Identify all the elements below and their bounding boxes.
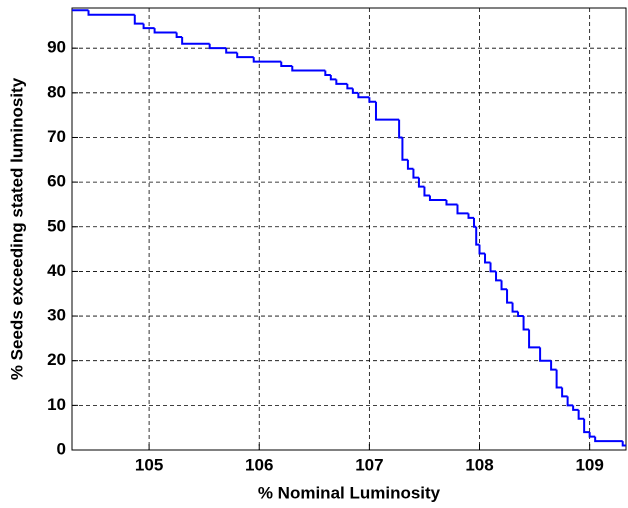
- step: [517, 311, 524, 318]
- step: [588, 432, 596, 438]
- step: [500, 280, 508, 291]
- y-tick-label: 90: [47, 38, 66, 57]
- step: [153, 28, 177, 34]
- x-tick-label: 105: [135, 455, 163, 474]
- y-axis-label: % Seeds exceeding stated luminosity: [7, 77, 26, 380]
- step: [374, 101, 400, 121]
- x-tick-label: 107: [355, 455, 383, 474]
- step: [181, 37, 210, 45]
- step: [561, 387, 568, 398]
- y-tick-label: 40: [47, 261, 66, 280]
- y-tick-label: 80: [47, 82, 66, 101]
- step: [484, 253, 491, 264]
- y-tick-label: 50: [47, 216, 66, 235]
- step: [456, 204, 469, 215]
- step: [528, 329, 541, 349]
- step: [368, 97, 376, 103]
- x-tick-label: 108: [465, 455, 493, 474]
- x-tick-label: 106: [245, 455, 273, 474]
- step: [324, 70, 331, 76]
- y-tick-label: 10: [47, 395, 66, 414]
- step: [539, 347, 552, 362]
- step: [280, 61, 293, 68]
- step: [346, 83, 353, 90]
- step: [142, 23, 155, 30]
- x-axis-label: % Nominal Luminosity: [258, 483, 441, 502]
- step: [522, 316, 530, 331]
- step: [495, 271, 502, 282]
- step: [225, 48, 238, 54]
- step: [594, 436, 623, 443]
- step: [329, 74, 337, 81]
- step: [577, 409, 585, 420]
- y-tick-label: 30: [47, 306, 66, 325]
- step: [583, 418, 590, 434]
- step: [401, 137, 408, 161]
- step: [208, 43, 227, 50]
- step: [133, 14, 144, 25]
- step: [406, 159, 414, 170]
- step: [550, 360, 557, 371]
- step: [621, 441, 626, 447]
- step: [417, 177, 425, 188]
- x-tick-label: 109: [575, 455, 603, 474]
- step: [412, 168, 419, 179]
- y-tick-label: 0: [57, 439, 66, 458]
- step: [473, 217, 477, 228]
- step: [506, 289, 513, 304]
- step: [423, 186, 430, 197]
- step: [357, 92, 370, 99]
- step: [175, 32, 183, 39]
- step: [428, 195, 447, 201]
- step: [252, 57, 282, 63]
- step: [467, 213, 475, 219]
- step: [566, 396, 574, 407]
- step: [87, 10, 135, 16]
- y-tick-label: 60: [47, 172, 66, 191]
- step: [572, 405, 579, 411]
- y-tick-label: 70: [47, 127, 66, 146]
- step: [445, 199, 458, 206]
- step: [291, 66, 326, 72]
- step: [236, 52, 254, 59]
- step: [335, 79, 348, 85]
- step: [475, 226, 480, 246]
- step: [398, 119, 403, 139]
- step: [351, 88, 359, 94]
- plot-frame: [71, 7, 627, 451]
- step: [511, 302, 519, 313]
- step: [555, 369, 563, 389]
- y-tick-label: 20: [47, 350, 66, 369]
- step: [489, 262, 497, 273]
- step: [478, 244, 486, 255]
